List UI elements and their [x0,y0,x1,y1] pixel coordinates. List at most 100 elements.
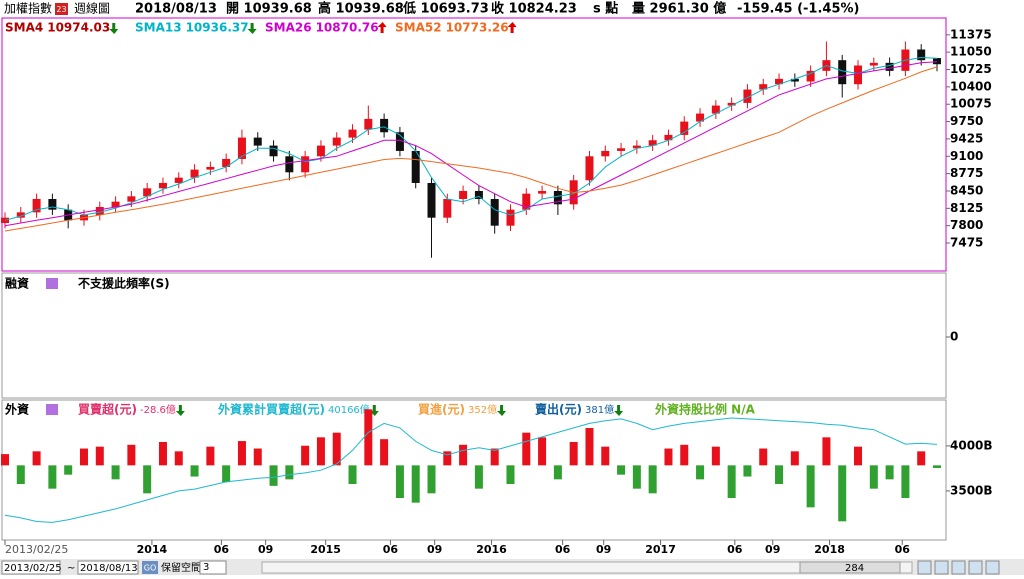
net-bar [174,451,183,466]
x-tick-label: 09 [765,543,780,556]
trend-arrow [497,405,507,416]
tool-button[interactable] [968,560,983,575]
net-bar [917,451,926,466]
icon[interactable] [46,404,58,415]
header-item: 開 10939.68 [226,2,312,17]
y-tick-label: 7475 [950,236,983,250]
net-bar [16,465,25,484]
net-bar [285,465,294,480]
tool-button[interactable] [951,560,966,575]
candle-body [680,121,689,135]
legend-name: 買進(元) [418,402,465,417]
x-tick-label: 2015 [310,543,341,556]
y-tick-label: 11050 [950,45,992,59]
net-bar [727,465,736,498]
net-bar [206,446,215,466]
x-tick-label: 09 [427,543,442,556]
tool-button[interactable] [934,560,949,575]
net-bar [569,442,578,466]
net-bar [427,465,436,494]
candle-body [538,190,547,194]
legend-name: SMA26 [265,21,312,35]
y-tick-label: 10400 [950,79,992,93]
icon[interactable] [46,278,58,289]
margin-note: 不支援此頻率(S) [78,276,170,291]
sma-line [4,56,938,221]
main-panel [1,17,947,272]
net-bar [269,465,278,486]
legend-name: SMA52 [395,21,442,35]
trend-arrow [109,23,119,34]
candle-body [332,137,341,146]
go-button[interactable] [142,561,158,574]
net-bar [1,454,9,466]
net-bar [253,448,262,466]
tilde: ~ [67,563,75,574]
candle-body [727,102,736,106]
net-bar [822,437,831,466]
candle-body [237,137,246,159]
candle-body [127,196,136,202]
net-bar [838,465,847,522]
x-tick-label: 06 [555,543,571,556]
tool-button[interactable] [917,560,932,575]
candle-body [459,190,468,199]
candle-body [933,58,941,65]
scroll-thumb[interactable] [799,561,901,574]
x-tick-label: 2013/02/25 [5,543,68,556]
tool-button[interactable] [985,560,1000,575]
net-bar [806,465,815,508]
net-bar [538,437,547,466]
candle-body [917,49,926,61]
candle-body [269,145,278,157]
legend-value: 10773.26 [446,21,509,35]
net-bar [190,465,199,477]
candle-body [395,132,404,151]
net-bar [474,465,483,489]
candle-body [206,166,215,170]
net-bar [222,465,231,483]
candle-body [16,212,25,218]
candle-body [869,62,878,66]
candle-body [775,78,784,85]
header-item: 量 2961.30 億 [632,1,726,17]
net-bar [632,465,641,489]
scrollbar[interactable] [261,561,913,574]
end-input[interactable] [77,560,139,575]
candle-body [32,198,41,213]
candle-body [585,156,594,181]
candle-body [48,198,57,210]
reserve-input[interactable] [199,560,227,575]
header-item: 高 10939.68 [318,1,404,17]
candle-body [790,78,799,82]
net-bar [743,465,752,477]
net-bar [316,437,325,466]
net-bar [95,446,104,466]
x-tick-label: 2017 [645,543,676,556]
scroll-value: 284 [845,563,864,574]
y-tick-label: 7800 [950,218,983,232]
candle-body [158,182,167,189]
x-tick-label: 06 [214,543,230,556]
start-input[interactable] [1,560,61,575]
trend-arrow [377,22,387,33]
net-bar [522,432,531,466]
net-bar [364,409,373,466]
y-tick-label: 9425 [950,131,983,145]
index-name: 加權指數 [4,1,52,16]
net-bar [332,432,341,466]
candle-body [506,209,515,226]
reserve: 3 [203,562,209,573]
start: 2013/02/25 [4,563,62,574]
legend-value: 352億 [468,403,497,416]
net-bar [696,465,705,480]
net-bar [664,448,673,466]
net-bar [490,448,499,466]
net-bar [143,465,152,494]
net-bar [459,444,468,466]
reserve-label: 保留空間 [161,561,201,574]
candle-body [190,169,199,178]
net-bar [506,465,515,484]
margin-panel [1,272,947,399]
x-tick-label: 06 [895,543,911,556]
